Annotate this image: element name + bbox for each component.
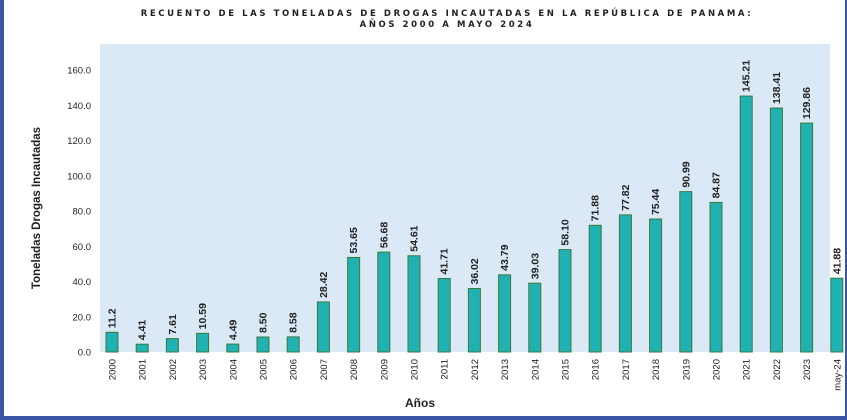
x-tick-label: 2012 bbox=[470, 359, 481, 380]
x-tick-label: 2010 bbox=[410, 359, 421, 380]
y-tick-label: 160.0 bbox=[67, 66, 91, 77]
data-label: 53.65 bbox=[348, 227, 360, 253]
bar bbox=[286, 336, 300, 353]
data-labels: 11.2 4.41 7.61 10.59 4.49 8.50 8.58 28.42 53.65 5… bbox=[107, 60, 844, 340]
data-label: 54.61 bbox=[409, 225, 421, 251]
data-label: 56.68 bbox=[378, 222, 390, 248]
data-label: 138.41 bbox=[771, 72, 783, 104]
data-label: 10.59 bbox=[197, 303, 209, 329]
x-tick-label: may-24 bbox=[832, 359, 843, 391]
data-label: 36.02 bbox=[469, 258, 481, 284]
bar bbox=[618, 214, 632, 353]
bar bbox=[135, 343, 149, 353]
x-tick-label: 2015 bbox=[561, 359, 572, 380]
x-tick-label: 2008 bbox=[349, 359, 360, 380]
data-label: 7.61 bbox=[167, 314, 179, 335]
y-tick-label: 120.0 bbox=[67, 136, 91, 147]
bar bbox=[528, 282, 542, 353]
data-label: 129.86 bbox=[801, 87, 813, 119]
data-label: 58.10 bbox=[560, 219, 572, 245]
x-tick-label: 2011 bbox=[440, 359, 451, 379]
y-axis-ticks: 0.0 20.0 40.0 60.0 80.0 100.0 120.0 140.0 160.0 bbox=[67, 66, 91, 359]
x-tick-label: 2018 bbox=[651, 359, 662, 380]
bar bbox=[498, 274, 512, 353]
data-label: 11.2 bbox=[107, 308, 119, 328]
plot-area bbox=[100, 44, 830, 352]
data-label: 77.82 bbox=[620, 184, 632, 210]
data-label: 4.41 bbox=[137, 320, 149, 341]
x-tick-label: 2001 bbox=[138, 359, 149, 380]
x-tick-label: 2022 bbox=[772, 359, 783, 380]
x-tick-label: 2003 bbox=[198, 359, 209, 380]
x-tick-label: 2006 bbox=[289, 359, 300, 380]
data-label: 41.88 bbox=[831, 248, 843, 274]
chart-subtitle: AÑOS 2000 A MAYO 2024 bbox=[360, 19, 535, 30]
bar bbox=[226, 343, 240, 353]
x-tick-label: 2000 bbox=[108, 359, 119, 380]
y-tick-label: 100.0 bbox=[67, 171, 91, 182]
bar bbox=[649, 218, 663, 353]
bars bbox=[105, 95, 844, 353]
x-tick-label: 2023 bbox=[802, 359, 813, 380]
data-label: 41.71 bbox=[439, 248, 451, 274]
data-label: 84.87 bbox=[711, 172, 723, 198]
y-tick-label: 20.0 bbox=[73, 312, 92, 323]
bar bbox=[739, 95, 753, 353]
data-label: 43.79 bbox=[499, 244, 511, 270]
x-tick-label: 2020 bbox=[712, 359, 723, 380]
data-label: 8.58 bbox=[288, 312, 300, 333]
bar bbox=[196, 332, 210, 353]
y-tick-label: 0.0 bbox=[78, 348, 91, 359]
data-label: 28.42 bbox=[318, 271, 330, 297]
y-tick-label: 60.0 bbox=[73, 242, 92, 253]
bar bbox=[679, 191, 693, 353]
x-axis-label: Años bbox=[405, 396, 435, 410]
y-tick-label: 140.0 bbox=[67, 101, 91, 112]
bar bbox=[347, 256, 361, 353]
bar bbox=[256, 336, 270, 353]
x-tick-label: 2004 bbox=[228, 359, 239, 380]
data-label: 39.03 bbox=[529, 253, 541, 279]
data-label: 71.88 bbox=[590, 195, 602, 221]
x-tick-label: 2014 bbox=[530, 359, 541, 380]
x-tick-label: 2002 bbox=[168, 359, 179, 380]
x-tick-label: 2017 bbox=[621, 359, 632, 380]
bar bbox=[769, 107, 783, 353]
y-tick-label: 80.0 bbox=[73, 207, 92, 218]
bar bbox=[316, 301, 330, 353]
x-tick-label: 2013 bbox=[500, 359, 511, 380]
data-label: 90.99 bbox=[680, 161, 692, 187]
bar bbox=[830, 277, 844, 353]
bar bbox=[467, 288, 481, 353]
data-label: 75.44 bbox=[650, 189, 662, 215]
bar bbox=[105, 331, 119, 353]
x-tick-label: 2016 bbox=[591, 359, 602, 380]
bar bbox=[588, 224, 602, 353]
bar bbox=[558, 249, 572, 353]
chart-title: RECUENTO DE LAS TONELADAS DE DROGAS INCA… bbox=[141, 7, 753, 19]
bar bbox=[165, 338, 179, 353]
x-tick-label: 2009 bbox=[379, 359, 390, 380]
x-tick-label: 2007 bbox=[319, 359, 330, 380]
bar bbox=[437, 277, 451, 353]
x-tick-label: 2019 bbox=[681, 359, 692, 380]
data-label: 145.21 bbox=[741, 60, 753, 92]
data-label: 8.50 bbox=[258, 312, 270, 333]
bar bbox=[709, 201, 723, 353]
bar bbox=[800, 122, 814, 353]
x-axis-ticks: 2000 2001 2002 2003 2004 2005 2006 2007 2008 2009… bbox=[108, 359, 844, 391]
y-tick-label: 40.0 bbox=[73, 277, 92, 288]
x-tick-label: 2021 bbox=[742, 359, 753, 380]
bar bbox=[407, 255, 421, 353]
y-axis-label: Toneladas Drogas Incautadas bbox=[31, 127, 43, 289]
bar bbox=[377, 251, 391, 353]
data-label: 4.49 bbox=[227, 319, 239, 340]
x-tick-label: 2005 bbox=[259, 359, 270, 380]
